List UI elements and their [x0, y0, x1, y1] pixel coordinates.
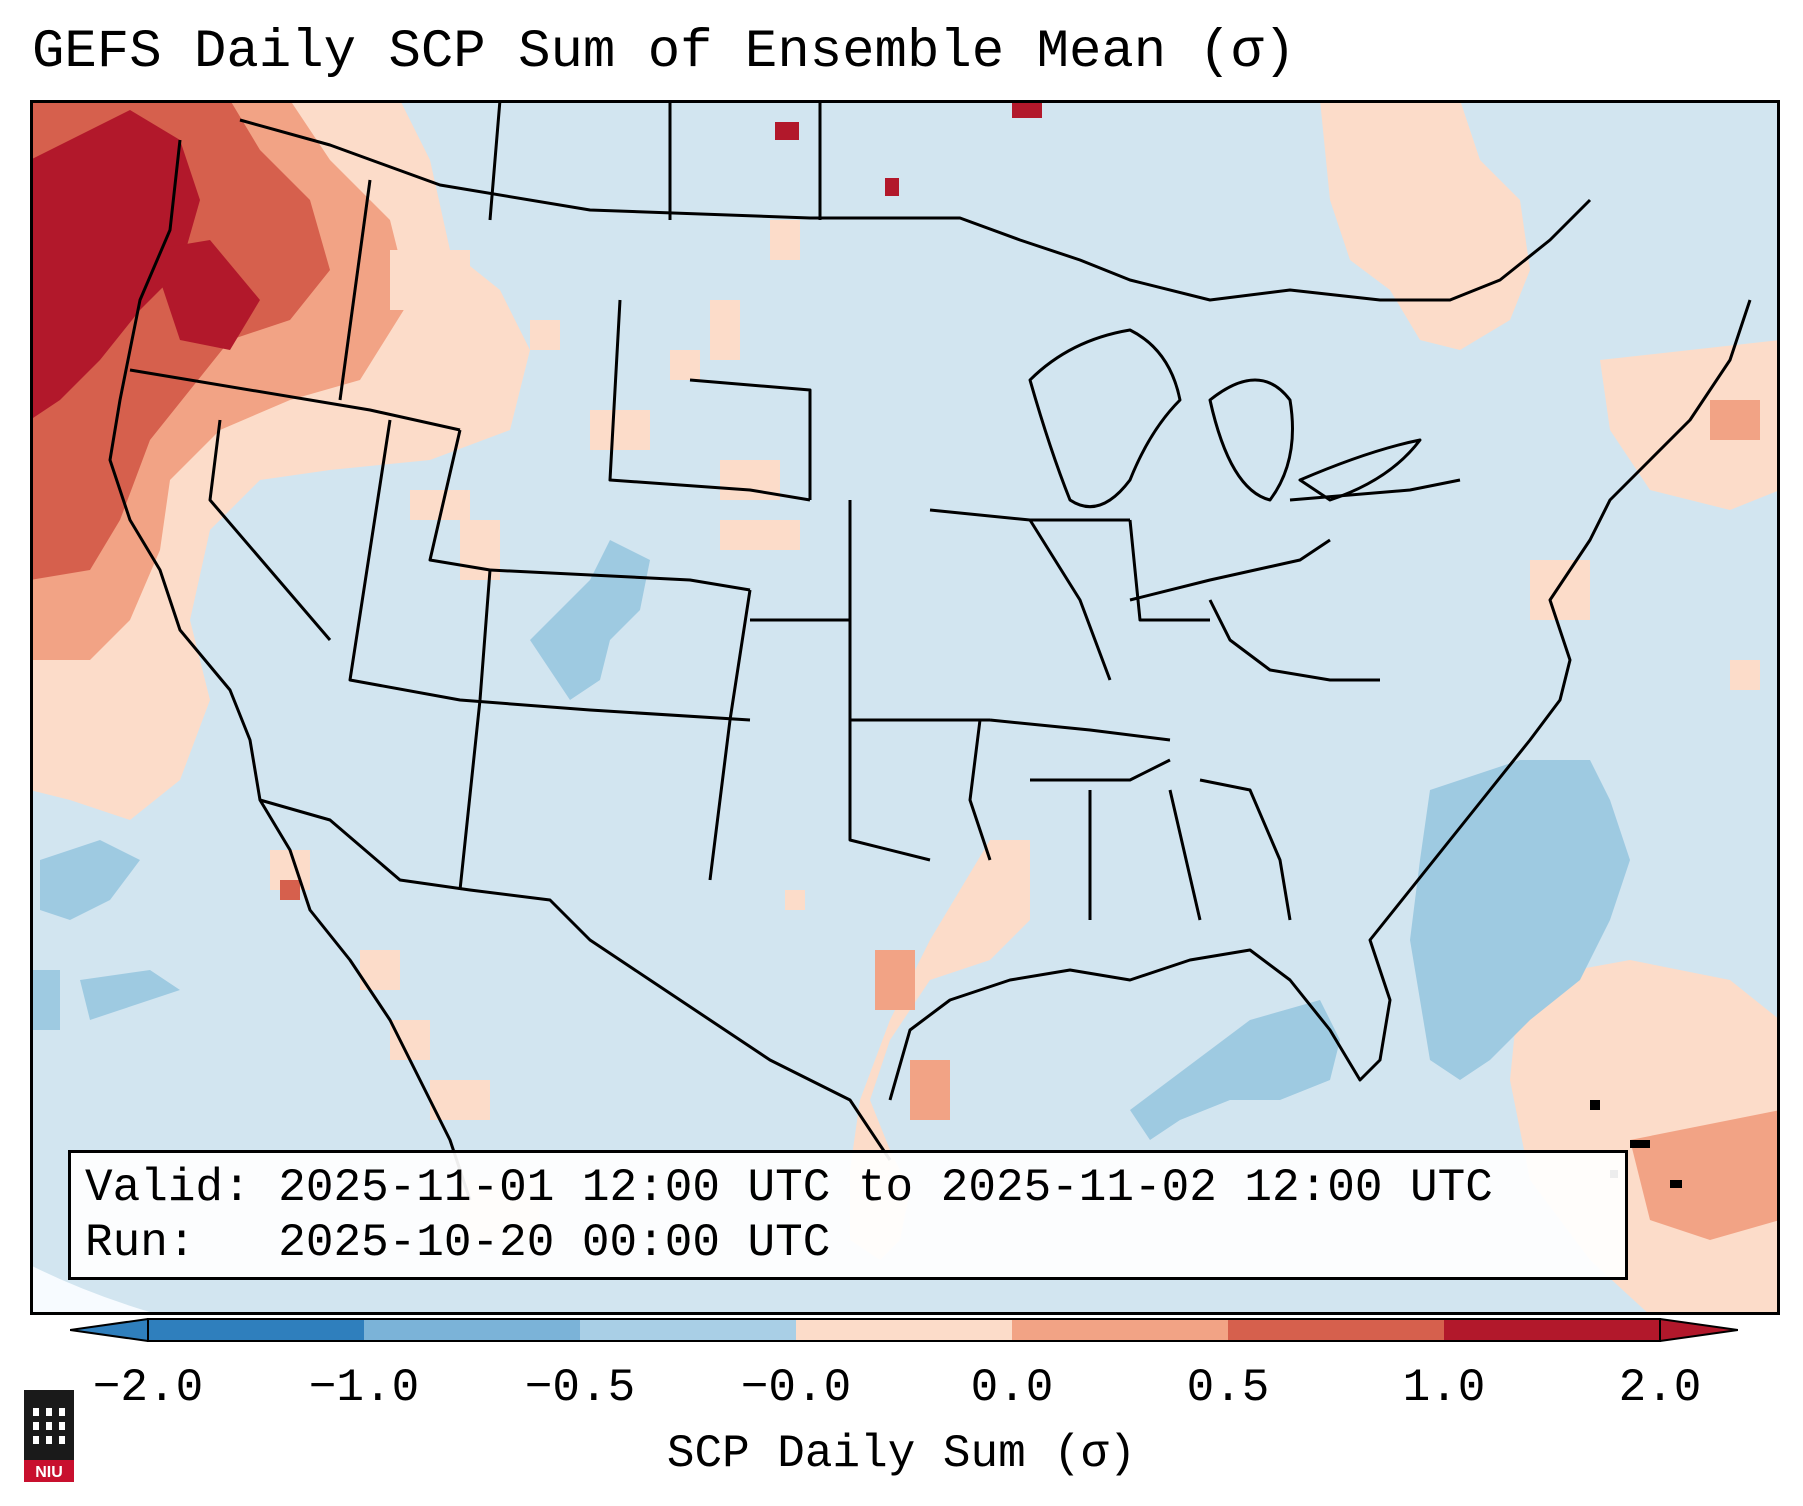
colorbar-segment: [796, 1319, 1013, 1341]
map-border: [30, 100, 1780, 1315]
colorbar-segment: [1012, 1319, 1229, 1341]
colorbar-segment: [580, 1319, 797, 1341]
boundaries: [108, 100, 1752, 1201]
valid-label: Valid:: [85, 1162, 251, 1214]
anomaly-colorado-cool: [30, 540, 650, 1030]
anomaly-atlantic-cool: [1410, 760, 1630, 1080]
colorbar-tick-label: 0.0: [970, 1362, 1054, 1414]
colorbar-segment: [148, 1319, 365, 1341]
colorbar-segment: [1228, 1319, 1445, 1341]
colorbar-tick-label: −0.0: [740, 1362, 852, 1414]
colorbar-title: SCP Daily Sum (σ): [666, 1428, 1137, 1480]
domain-edge-lower-left: [30, 1265, 160, 1315]
colorbar-tick-label: 1.0: [1402, 1362, 1486, 1414]
colorbar-tick-label: 2.0: [1618, 1362, 1702, 1414]
anomaly-pacific-cool: [40, 840, 180, 1020]
svg-text:NIU: NIU: [35, 1464, 63, 1481]
colorbar-tick-label: −0.5: [524, 1362, 636, 1414]
colorbar-tick-label: 0.5: [1186, 1362, 1270, 1414]
anomaly-northern-plains: [360, 220, 800, 580]
colorbar-tick-label: −2.0: [92, 1362, 204, 1414]
run-label: Run:: [85, 1217, 196, 1269]
anomaly-texas: [785, 840, 1030, 1260]
anomaly-canada-dots: [775, 100, 1042, 196]
map-title: GEFS Daily SCP Sum of Ensemble Mean (σ): [32, 22, 1296, 83]
colorbar-extend-left: [70, 1319, 148, 1341]
colorbar-segment: [364, 1319, 581, 1341]
colorbar-tick-label: −1.0: [308, 1362, 420, 1414]
colorbar-extend-right: [1660, 1319, 1738, 1341]
map-panel: [30, 100, 1780, 1315]
valid-value: 2025-11-01 12:00 UTC to 2025-11-02 12:00…: [278, 1162, 1493, 1214]
colorbar: [70, 1318, 1738, 1342]
niu-logo-icon: NIU: [24, 1390, 74, 1482]
validity-info-box: Valid: 2025-11-01 12:00 UTC to 2025-11-0…: [68, 1150, 1628, 1280]
anomaly-gulf-cool: [1130, 1000, 1340, 1140]
run-value: 2025-10-20 00:00 UTC: [278, 1217, 831, 1269]
colorbar-segment: [1444, 1319, 1661, 1341]
